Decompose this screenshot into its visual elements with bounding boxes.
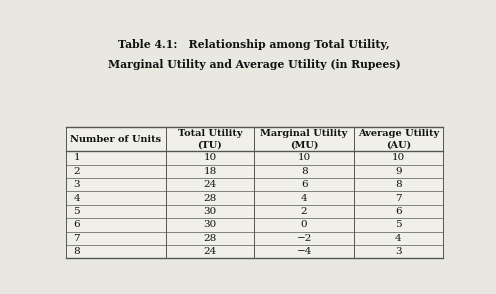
Text: 10: 10 bbox=[203, 153, 217, 163]
Text: 1: 1 bbox=[73, 153, 80, 163]
Text: 30: 30 bbox=[203, 220, 217, 229]
Bar bbox=[66, 127, 442, 258]
Text: 4: 4 bbox=[73, 193, 80, 203]
Text: Table 4.1:   Relationship among Total Utility,: Table 4.1: Relationship among Total Util… bbox=[119, 39, 390, 50]
Text: 9: 9 bbox=[395, 167, 402, 176]
Text: Average Utility
(AU): Average Utility (AU) bbox=[358, 129, 439, 150]
Text: 24: 24 bbox=[203, 247, 217, 256]
Text: 6: 6 bbox=[395, 207, 402, 216]
Text: Marginal Utility and Average Utility (in Rupees): Marginal Utility and Average Utility (in… bbox=[108, 59, 401, 70]
Text: 8: 8 bbox=[395, 180, 402, 189]
Text: 6: 6 bbox=[73, 220, 80, 229]
Text: 8: 8 bbox=[301, 167, 308, 176]
Text: Number of Units: Number of Units bbox=[70, 135, 161, 143]
Text: 4: 4 bbox=[395, 234, 402, 243]
Text: 6: 6 bbox=[301, 180, 308, 189]
Text: 18: 18 bbox=[203, 167, 217, 176]
Text: 3: 3 bbox=[395, 247, 402, 256]
Text: 0: 0 bbox=[301, 220, 308, 229]
Text: 8: 8 bbox=[73, 247, 80, 256]
Text: 30: 30 bbox=[203, 207, 217, 216]
Text: 10: 10 bbox=[298, 153, 310, 163]
Text: 5: 5 bbox=[395, 220, 402, 229]
Text: Marginal Utility
(MU): Marginal Utility (MU) bbox=[260, 129, 348, 150]
Text: 24: 24 bbox=[203, 180, 217, 189]
Text: 28: 28 bbox=[203, 234, 217, 243]
Text: 2: 2 bbox=[301, 207, 308, 216]
Text: 2: 2 bbox=[73, 167, 80, 176]
Text: 7: 7 bbox=[395, 193, 402, 203]
Text: 4: 4 bbox=[301, 193, 308, 203]
Text: 7: 7 bbox=[73, 234, 80, 243]
Text: −4: −4 bbox=[297, 247, 312, 256]
Text: Total Utility
(TU): Total Utility (TU) bbox=[178, 129, 242, 150]
Text: −2: −2 bbox=[297, 234, 312, 243]
Text: 10: 10 bbox=[392, 153, 405, 163]
Text: 28: 28 bbox=[203, 193, 217, 203]
Text: 5: 5 bbox=[73, 207, 80, 216]
Text: 3: 3 bbox=[73, 180, 80, 189]
